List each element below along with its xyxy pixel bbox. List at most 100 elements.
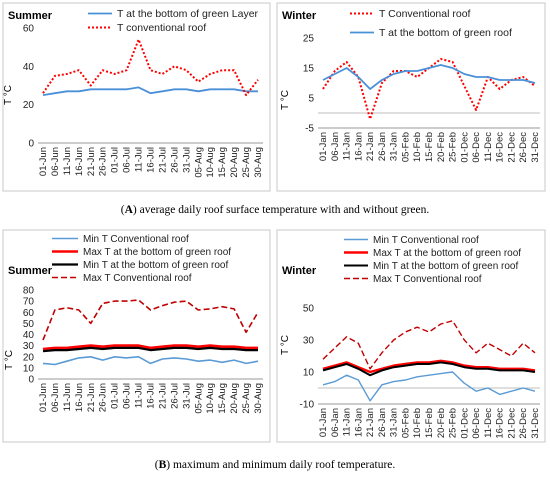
a-summer-legend-label-2: T conventional roof [117, 22, 206, 34]
a-winter-xtick-label: 26-Dec [518, 132, 529, 163]
a-summer-series-line-2 [42, 38, 259, 97]
a-winter-ytick-label: 25 [303, 34, 315, 45]
a-winter-xtick-label: 20-Feb [436, 132, 447, 162]
a-summer-xtick-label: 26-Jun [98, 147, 109, 176]
a-summer-xtick-label: 10-Aug [205, 147, 216, 178]
b-winter-xtick-label: 11-Dec [483, 408, 494, 438]
b-summer-xtick-label: 06-Jun [50, 383, 61, 412]
b-summer-xtick-label: 05-Aug [193, 383, 204, 414]
b-summer-ytick-label: 20 [23, 352, 35, 363]
b-winter-series-line-3 [322, 361, 536, 377]
a-summer-xtick-label: 25-Aug [241, 147, 252, 178]
b-summer-ytick-label: 60 [23, 308, 35, 319]
a-summer-series-line-1 [42, 86, 258, 96]
b-winter-xtick-label: 05-Feb [400, 408, 411, 438]
a-winter-xtick-label: 01-Dec [459, 132, 470, 163]
b-summer-xtick-label: 31-Jul [181, 383, 192, 409]
b-winter-xtick-label: 21-Jan [365, 408, 376, 437]
a-winter-xtick-label: 01-Jan [318, 132, 329, 161]
a-winter-ytick-label: 5 [308, 94, 314, 105]
b-summer-xtick-label: 16-Jun [74, 383, 85, 412]
b-winter-xtick-label: 06-Jan [330, 408, 341, 437]
b-winter-ytick-label: -10 [300, 400, 315, 411]
a-summer-xtick-label: 26-Jul [169, 147, 180, 173]
b-winter-xtick-label: 16-Dec [495, 408, 506, 439]
caption-a-letter: A [124, 204, 133, 216]
b-winter-ytick-label: 10 [303, 368, 315, 379]
b-winter-xtick-label: 16-Jan [353, 408, 364, 437]
a-winter-xtick-label: 06-Dec [471, 132, 482, 163]
b-winter-ytick-label: 50 [303, 304, 315, 315]
b-summer-xtick-label: 16-Jul [146, 383, 157, 409]
b-summer-xtick-label: 01-Jul [110, 383, 121, 409]
a-winter-xtick-label: 21-Jan [365, 132, 376, 161]
a-summer-xtick-label: 15-Aug [217, 147, 228, 178]
b-summer-xtick-label: 01-Jun [38, 383, 49, 412]
b-winter-xtick-label: 26-Dec [518, 408, 529, 439]
panel-b-winter-frame [276, 229, 546, 443]
b-summer-xtick-label: 20-Aug [229, 383, 240, 414]
a-summer-title: Summer [8, 10, 53, 22]
a-winter-ytick-label: -5 [305, 124, 314, 135]
a-winter-xtick-label: 31-Dec [530, 132, 541, 163]
b-winter-series-line-1 [322, 371, 536, 402]
a-winter-xtick-label: 31-Jan [389, 132, 400, 161]
b-summer-xtick-label: 06-Jul [122, 383, 133, 409]
a-summer-ytick-label: 0 [28, 139, 34, 150]
panel-b-summer-frame [2, 229, 271, 443]
a-winter-title: Winter [282, 10, 317, 22]
b-winter-xtick-label: 20-Feb [436, 408, 447, 438]
b-winter-legend-label-1: Min T Conventional roof [373, 235, 479, 246]
a-summer-xtick-label: 06-Jul [122, 147, 133, 173]
panel-a-winter-frame [276, 2, 546, 192]
a-winter-xtick-label: 05-Feb [400, 132, 411, 162]
a-summer-xtick-label: 16-Jun [74, 147, 85, 176]
a-winter-ylabel: T °C [280, 90, 291, 110]
b-winter-xtick-label: 15-Feb [424, 408, 435, 438]
b-summer-xtick-label: 21-Jun [86, 383, 97, 412]
b-summer-series-line-2 [42, 344, 258, 351]
a-summer-xtick-label: 30-Aug [253, 147, 264, 178]
b-summer-legend-label-3: Min T at the bottom of green roof [83, 260, 228, 271]
b-winter-xtick-label: 10-Feb [412, 408, 423, 438]
a-summer-xtick-label: 31-Jul [181, 147, 192, 173]
a-summer-ytick-label: 60 [23, 24, 35, 35]
b-summer-xtick-label: 10-Aug [205, 383, 216, 414]
b-winter-series-line-4 [322, 320, 536, 370]
a-summer-xtick-label: 20-Aug [229, 147, 240, 178]
a-summer-xtick-label: 01-Jun [38, 147, 49, 176]
a-winter-series-line-2 [322, 64, 536, 90]
b-winter-legend-label-3: Min T at the bottom of green roof [373, 261, 518, 272]
b-winter-xtick-label: 25-Feb [448, 408, 459, 438]
a-winter-xtick-label: 06-Jan [330, 132, 341, 161]
a-summer-legend-label-1: T at the bottom of green Layer [117, 8, 259, 20]
b-summer-xtick-label: 11-Jun [62, 383, 73, 411]
a-summer-xtick-label: 05-Aug [193, 147, 204, 178]
a-summer-xtick-label: 21-Jun [86, 147, 97, 176]
a-winter-legend-label-1: T Conventional roof [379, 8, 471, 20]
a-summer-xtick-label: 01-Jul [110, 147, 121, 173]
a-summer-xtick-label: 06-Jun [50, 147, 61, 176]
b-summer-xtick-label: 25-Aug [241, 383, 252, 414]
b-summer-series-line-3 [42, 346, 258, 353]
b-summer-xtick-label: 30-Aug [253, 383, 264, 414]
a-summer-xtick-label: 11-Jun [62, 147, 73, 175]
b-summer-legend-label-1: Min T Conventional roof [83, 234, 189, 245]
a-summer-xtick-label: 21-Jul [157, 147, 168, 173]
b-summer-title: Summer [8, 265, 53, 277]
b-summer-ytick-label: 70 [23, 297, 35, 308]
b-summer-ytick-label: 0 [28, 375, 34, 386]
b-summer-legend-label-2: Max T at the bottom of green roof [83, 247, 231, 258]
a-winter-xtick-label: 21-Dec [506, 132, 517, 163]
b-winter-xtick-label: 01-Jan [318, 408, 329, 437]
b-winter-ylabel: T °C [280, 335, 291, 355]
a-winter-xtick-label: 25-Feb [448, 132, 459, 162]
caption-a-text: average daily roof surface temperature w… [136, 204, 430, 216]
a-summer-xtick-label: 11-Jul [134, 147, 145, 172]
caption-b-letter: B [158, 459, 167, 471]
a-summer-ylabel: T °C [3, 85, 14, 105]
caption-b: (B) maximum and minimum daily roof tempe… [154, 459, 396, 471]
a-winter-ytick-label: 15 [303, 64, 315, 75]
b-summer-ylabel: T °C [4, 350, 15, 370]
